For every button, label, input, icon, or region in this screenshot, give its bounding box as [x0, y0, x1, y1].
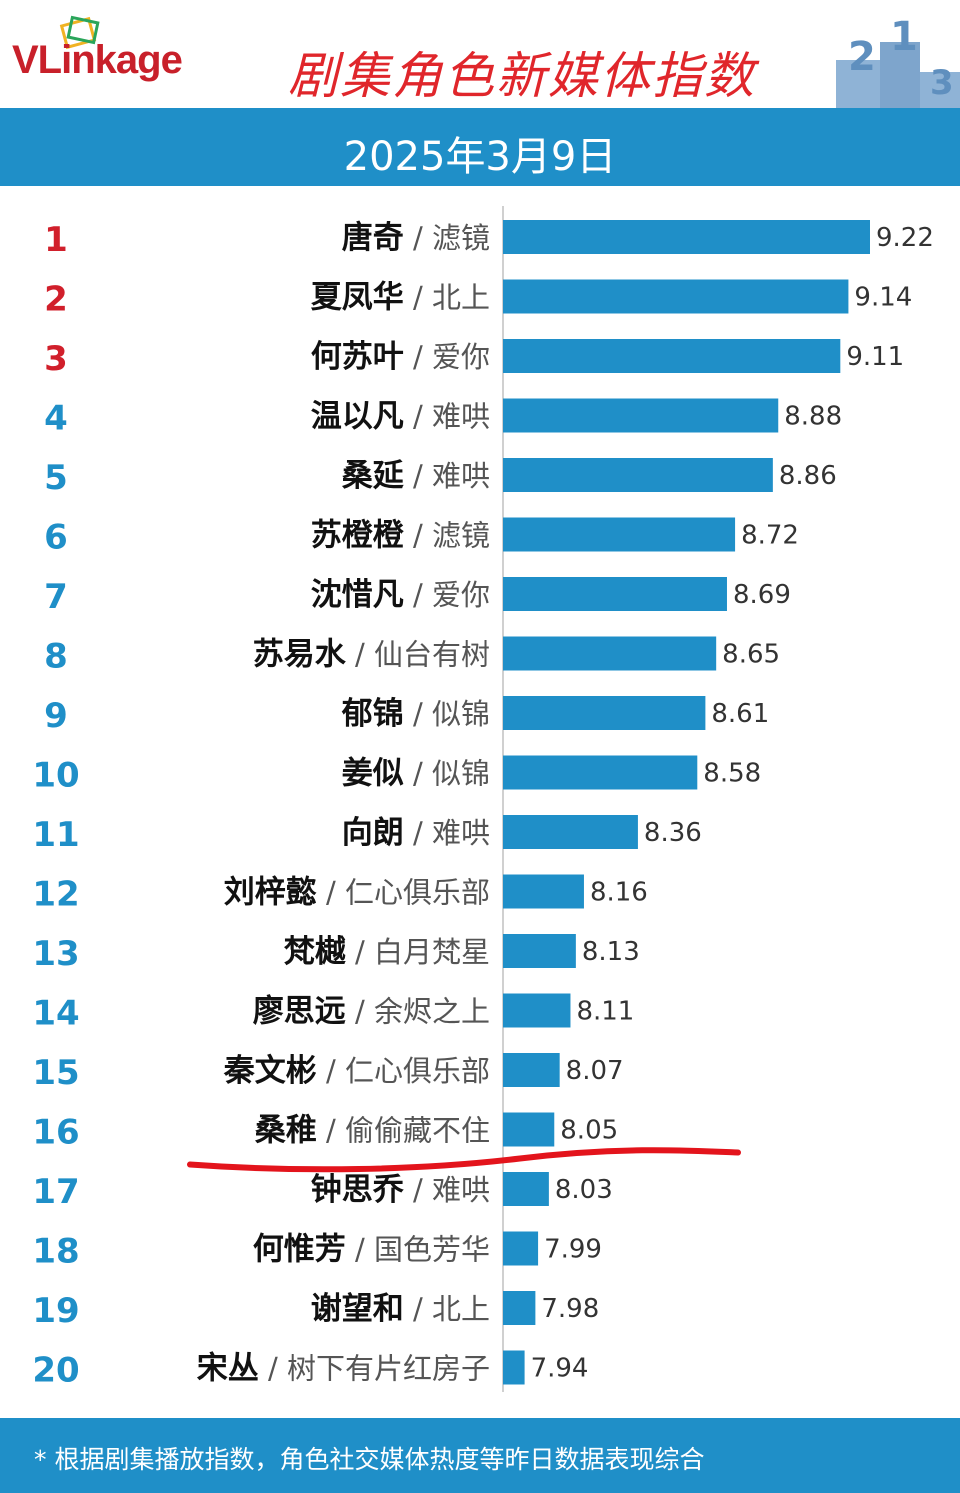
bar	[503, 1172, 549, 1206]
value-label: 7.98	[541, 1294, 599, 1324]
category-label: 钟思乔 / 难哄	[311, 1172, 490, 1208]
rank-label: 14	[32, 994, 79, 1034]
brand-logo: VLinkage	[12, 38, 183, 82]
category-label: 苏橙橙 / 滤镜	[311, 518, 490, 554]
svg-text:1: 1	[890, 14, 918, 60]
category-label: 刘梓懿 / 仁心俱乐部	[224, 875, 490, 911]
footnote: * 根据剧集播放指数，角色社交媒体热度等昨日数据表现综合	[34, 1445, 705, 1474]
rank-label: 17	[32, 1172, 79, 1212]
bar	[503, 636, 717, 671]
rank-label: 12	[32, 875, 79, 915]
value-label: 8.16	[590, 878, 648, 908]
rank-label: 5	[44, 458, 68, 498]
value-label: 8.72	[741, 521, 799, 551]
bar	[503, 1053, 560, 1087]
bar	[503, 1231, 539, 1266]
category-label: 向朗 / 难哄	[342, 815, 490, 851]
category-label: 唐奇 / 滤镜	[342, 220, 490, 256]
footer-banner	[0, 1418, 960, 1493]
logo-icon	[59, 15, 100, 50]
category-label: 夏凤华 / 北上	[311, 280, 490, 316]
rank-label: 13	[32, 934, 79, 974]
value-label: 8.03	[555, 1175, 613, 1205]
value-label: 8.13	[582, 937, 640, 967]
value-label: 8.61	[711, 699, 769, 729]
rank-label: 19	[32, 1291, 79, 1331]
value-label: 9.22	[876, 223, 934, 253]
value-label: 8.58	[703, 759, 761, 789]
category-label: 宋丛 / 树下有片红房子	[197, 1351, 490, 1387]
value-label: 8.86	[779, 461, 837, 491]
category-label: 郁锦 / 似锦	[341, 696, 490, 732]
value-label: 7.99	[544, 1235, 602, 1265]
page-title: 剧集角色新媒体指数	[288, 47, 756, 105]
rank-label: 3	[44, 339, 68, 379]
value-label: 8.65	[722, 640, 780, 670]
rank-label: 10	[32, 756, 79, 796]
rank-label: 16	[32, 1113, 79, 1153]
bar	[503, 1291, 536, 1325]
svg-text:2: 2	[848, 34, 876, 80]
bar	[503, 398, 779, 433]
header: VLinkage 剧集角色新媒体指数 2 1 3	[0, 0, 960, 108]
category-label: 桑延 / 难哄	[342, 458, 490, 494]
svg-text:3: 3	[930, 63, 954, 103]
value-label: 8.11	[576, 997, 634, 1027]
rank-label: 7	[44, 577, 68, 617]
date-label: 2025年3月9日	[343, 134, 617, 180]
bar	[503, 339, 841, 373]
rank-label: 11	[32, 815, 79, 855]
value-label: 8.07	[566, 1056, 624, 1086]
category-label: 何惟芳 / 国色芳华	[253, 1232, 490, 1268]
value-label: 8.05	[560, 1116, 618, 1146]
bar	[503, 279, 849, 314]
value-label: 8.36	[644, 818, 702, 848]
value-label: 7.94	[531, 1354, 589, 1384]
category-label: 谢望和 / 北上	[311, 1291, 490, 1327]
bar	[503, 696, 706, 730]
category-label: 梵樾 / 白月梵星	[284, 934, 490, 970]
rank-label: 8	[44, 637, 68, 677]
bar	[503, 517, 736, 552]
podium-icon: 2 1 3	[836, 14, 960, 108]
rank-label: 20	[32, 1351, 79, 1391]
rank-label: 4	[44, 399, 68, 439]
bar	[503, 577, 727, 611]
date-banner	[0, 108, 960, 186]
bar	[503, 755, 698, 790]
category-label: 廖思远 / 余烬之上	[253, 994, 490, 1030]
bar	[503, 458, 773, 492]
bar	[503, 1350, 525, 1385]
rank-label: 18	[32, 1232, 79, 1272]
value-label: 8.69	[733, 580, 791, 610]
value-label: 9.11	[846, 342, 904, 372]
value-label: 9.14	[854, 283, 912, 313]
category-label: 沈惜凡 / 爱你	[311, 577, 490, 613]
rank-label: 1	[44, 220, 68, 260]
bar	[503, 874, 584, 909]
value-label: 8.88	[784, 402, 842, 432]
category-label: 何苏叶 / 爱你	[311, 339, 490, 375]
category-label: 秦文彬 / 仁心俱乐部	[223, 1053, 490, 1089]
category-label: 桑稚 / 偷偷藏不住	[255, 1113, 490, 1149]
bar	[503, 815, 638, 849]
rank-label: 2	[44, 280, 68, 320]
rank-label: 15	[32, 1053, 79, 1093]
rank-label: 9	[44, 696, 68, 736]
bar	[503, 220, 870, 254]
category-label: 苏易水 / 仙台有树	[253, 637, 490, 673]
ranking-bar-chart: 9.22 1 唐奇 / 滤镜 9.14 2 夏凤华 / 北上 9.11 3 何苏叶 / 爱你 8.…	[32, 206, 934, 1392]
bar	[503, 934, 576, 968]
red-underline-annotation	[187, 1147, 741, 1173]
category-label: 姜似 / 似锦	[342, 756, 490, 792]
rank-label: 6	[44, 518, 68, 558]
bar	[503, 1112, 555, 1147]
bar	[503, 993, 571, 1028]
category-label: 温以凡 / 难哄	[311, 399, 490, 435]
